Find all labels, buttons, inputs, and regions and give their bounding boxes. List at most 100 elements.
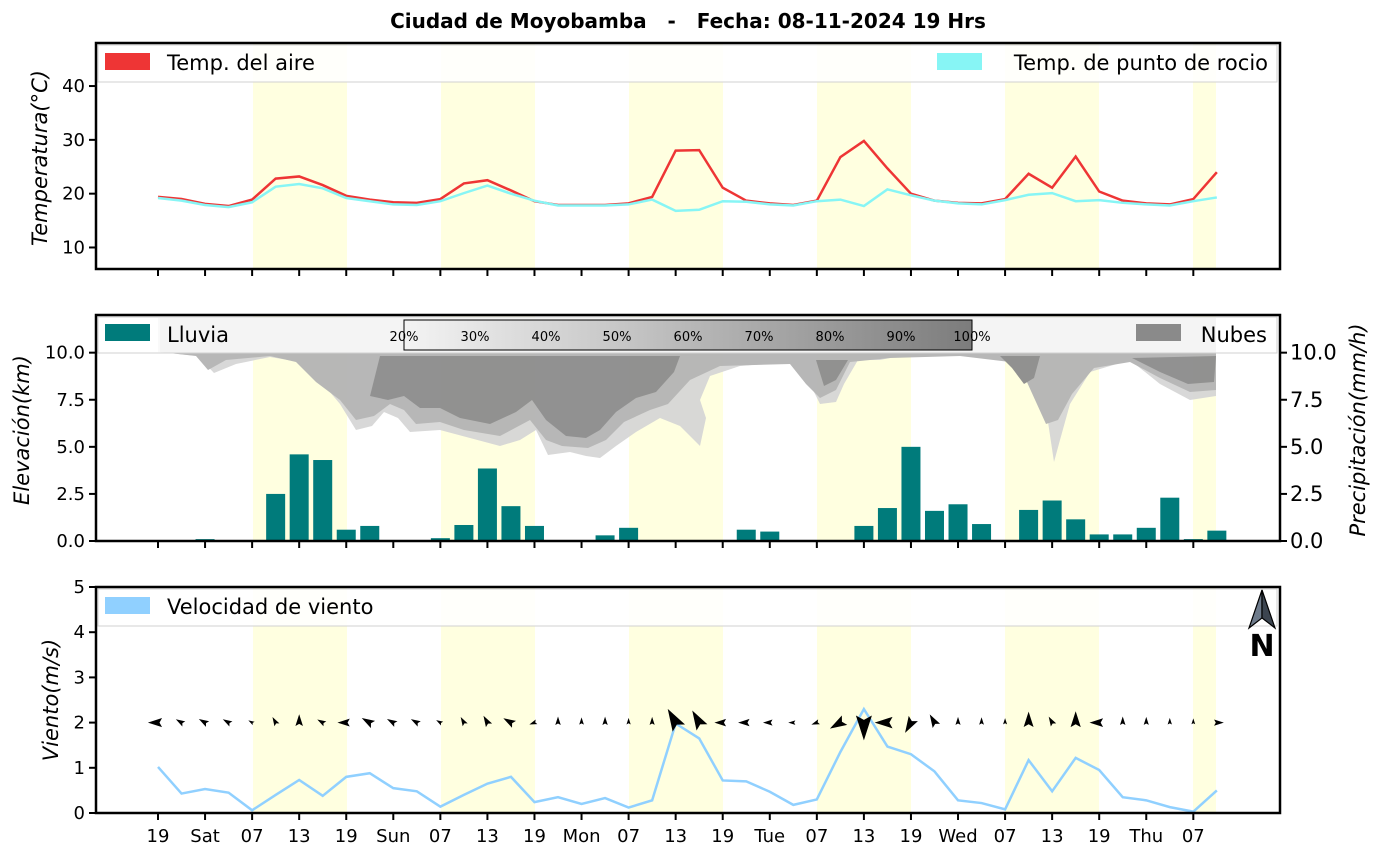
wind-arrow xyxy=(386,718,398,727)
rain-bar xyxy=(924,510,944,541)
wind-arrow xyxy=(905,715,918,733)
wind-arrow xyxy=(1070,711,1081,728)
wind-legend-swatch xyxy=(105,597,150,614)
y-tick-label: 30 xyxy=(62,130,85,151)
y-tick-right-label: 0.0 xyxy=(1290,529,1323,553)
wind-arrow xyxy=(855,715,872,741)
x-tick-label: 07 xyxy=(429,826,452,847)
y-tick-label: 10.0 xyxy=(45,343,85,364)
y-tick-label: 10 xyxy=(62,237,85,258)
x-tick-label: 13 xyxy=(1041,826,1064,847)
wind-speed-line xyxy=(157,706,1218,813)
clouds-legend-label: Nubes xyxy=(1201,323,1267,347)
wind-arrow xyxy=(1214,719,1224,726)
precip-yticks-left: 0.0 2.5 5.0 7.5 10.0 xyxy=(45,343,96,552)
wind-arrow xyxy=(248,720,255,726)
wind-arrow xyxy=(337,718,350,727)
wind-arrow xyxy=(175,719,186,727)
rain-bar xyxy=(313,460,333,541)
wind-arrow xyxy=(1023,711,1034,728)
wind-arrow xyxy=(1089,718,1104,727)
wind-yticks: 0 1 2 3 4 5 xyxy=(74,577,96,824)
rain-bar xyxy=(1066,519,1086,541)
x-tick-label: Thu xyxy=(1128,826,1163,847)
precip-axes-frame xyxy=(94,313,1282,543)
x-tick-label: Sun xyxy=(376,826,410,847)
wind-arrow xyxy=(529,719,538,725)
x-tick-label: 19 xyxy=(523,826,546,847)
x-tick-label: Wed xyxy=(938,826,977,847)
colorbar-label: 90% xyxy=(887,330,916,345)
x-tick-label: 19 xyxy=(711,826,734,847)
x-tick-label: Tue xyxy=(753,826,785,847)
x-tick-label: 13 xyxy=(476,826,499,847)
rain-bar xyxy=(877,508,897,541)
wind-arrow xyxy=(955,716,961,725)
rain-bar xyxy=(1042,500,1062,541)
wind-arrow xyxy=(272,717,280,727)
wind-arrow xyxy=(1143,716,1149,725)
rain-bar xyxy=(336,529,356,541)
wind-xticks: 19 Sat 07 13 19 Sun 07 13 19 Mon 07 13 19 Tue 07 13 19 We… xyxy=(147,813,1205,847)
y-tick-right-label: 7.5 xyxy=(1290,388,1323,412)
y-tick-label: 20 xyxy=(62,184,85,205)
rain-bar xyxy=(289,454,309,541)
wind-arrow xyxy=(222,719,233,727)
x-tick-label: 13 xyxy=(664,826,687,847)
rain-bar xyxy=(736,529,756,541)
rain-bar xyxy=(1136,527,1156,541)
wind-arrow xyxy=(1119,716,1126,726)
x-tick-label: 19 xyxy=(900,826,923,847)
colorbar-label: 100% xyxy=(953,330,990,345)
wind-arrow xyxy=(811,719,820,725)
wind-direction-arrows xyxy=(147,708,1224,741)
y-tick-right-label: 2.5 xyxy=(1290,482,1323,506)
wind-arrow xyxy=(503,718,516,728)
air-temp-legend-label: Temp. del aire xyxy=(166,51,315,75)
rain-bar xyxy=(430,538,450,541)
y-tick-label: 1 xyxy=(74,758,85,779)
wind-arrow xyxy=(555,716,561,726)
precip-panel: 0.0 2.5 5.0 7.5 10.0 0.0 2.5 5.0 7.5 10.0 Lluvia… xyxy=(10,313,1370,553)
rain-bar xyxy=(948,504,968,541)
north-label: N xyxy=(1249,629,1274,664)
y-tick-label: 3 xyxy=(74,667,85,688)
rain-legend-swatch xyxy=(105,324,150,341)
wind-arrow xyxy=(483,715,493,728)
temp-yticks: 10 20 30 40 xyxy=(62,76,96,258)
y-tick-label: 2 xyxy=(74,713,85,734)
north-arrow-icon: N xyxy=(1247,589,1277,664)
wind-arrow xyxy=(1003,718,1008,725)
precip-yticks-right: 0.0 2.5 5.0 7.5 10.0 xyxy=(1280,341,1337,553)
temp-ylabel: Temperatura(°C) xyxy=(28,70,52,246)
y-tick-label: 40 xyxy=(62,76,85,97)
rain-bar xyxy=(972,524,992,541)
wind-arrow xyxy=(317,719,327,727)
y-tick-label: 7.5 xyxy=(56,390,85,411)
wind-arrow xyxy=(460,717,468,727)
dew-point-legend-label: Temp. de punto de rocio xyxy=(1013,51,1268,75)
temperature-panel: 10 20 30 40 Temp. del aire Temp. de punto d… xyxy=(28,41,1282,276)
temp-axes-frame xyxy=(94,41,1282,271)
wind-panel: 0 1 2 3 4 5 19 Sat 07 13 19 Sun 07 13 19 Mon 07 13 19 Tue 0… xyxy=(39,577,1282,847)
wind-arrow xyxy=(626,717,631,725)
colorbar-label: 70% xyxy=(745,330,774,345)
y-tick-label: 4 xyxy=(74,622,85,643)
rain-bar xyxy=(619,527,639,541)
y-tick-label: 0.0 xyxy=(56,531,85,552)
chart-title: Ciudad de Moyobamba - Fecha: 08-11-2024 … xyxy=(390,9,986,33)
wind-arrow xyxy=(738,718,750,727)
wind-arrow xyxy=(579,717,584,725)
cloud-region-dark xyxy=(370,356,1216,438)
rain-bar xyxy=(266,493,286,541)
wind-arrow xyxy=(602,716,608,725)
x-tick-label: 07 xyxy=(1182,826,1205,847)
x-tick-label: 07 xyxy=(805,826,828,847)
rain-bar xyxy=(901,446,921,541)
wind-arrow xyxy=(929,714,941,729)
wind-arrow xyxy=(361,717,376,729)
air-temp-line xyxy=(157,139,1218,208)
daytime-band xyxy=(1193,43,1216,269)
y-tick-label: 2.5 xyxy=(56,484,85,505)
